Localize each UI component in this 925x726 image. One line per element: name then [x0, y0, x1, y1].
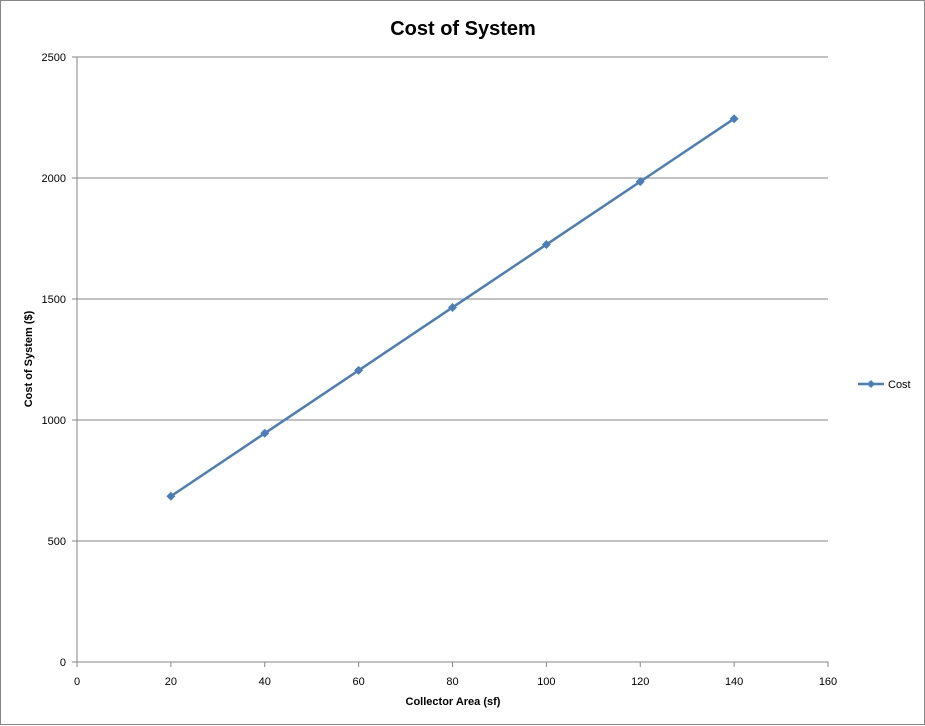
legend: Cost [858, 379, 911, 391]
data-point [260, 428, 270, 438]
x-tick-label: 160 [819, 676, 837, 688]
x-tick-label: 100 [537, 676, 555, 688]
legend-label-cost: Cost [888, 379, 911, 391]
data-point [448, 302, 457, 312]
x-axis-title: Collector Area (sf) [406, 696, 501, 708]
data-point [166, 491, 176, 501]
x-tick-label: 80 [446, 676, 458, 688]
x-tick-label: 40 [259, 676, 271, 688]
data-point [635, 177, 645, 187]
y-tick-label: 1000 [42, 415, 66, 427]
x-tick-label: 140 [725, 676, 743, 688]
x-tick-label: 60 [353, 676, 365, 688]
y-axis-title: Cost of System ($) [23, 310, 35, 407]
x-tick-label: 20 [165, 676, 177, 688]
legend-marker [867, 380, 875, 388]
y-tick-label: 2500 [42, 52, 66, 64]
y-tick-label: 0 [60, 657, 66, 669]
x-tick-label: 0 [74, 676, 80, 688]
series-cost [166, 114, 739, 501]
gridlines [77, 56, 828, 542]
data-point [354, 365, 364, 375]
y-tick-label: 1500 [42, 294, 66, 306]
data-point [541, 240, 551, 250]
y-tick-label: 2000 [42, 173, 66, 185]
chart-title: Cost of System [390, 18, 536, 40]
x-tick-label: 120 [631, 676, 649, 688]
tick-labels: 0 500 1000 1500 2000 2500 0 20 40 60 80 100 120 140 16… [42, 52, 838, 688]
y-tick-label: 500 [48, 536, 66, 548]
data-point [729, 114, 739, 124]
axes [76, 57, 828, 663]
